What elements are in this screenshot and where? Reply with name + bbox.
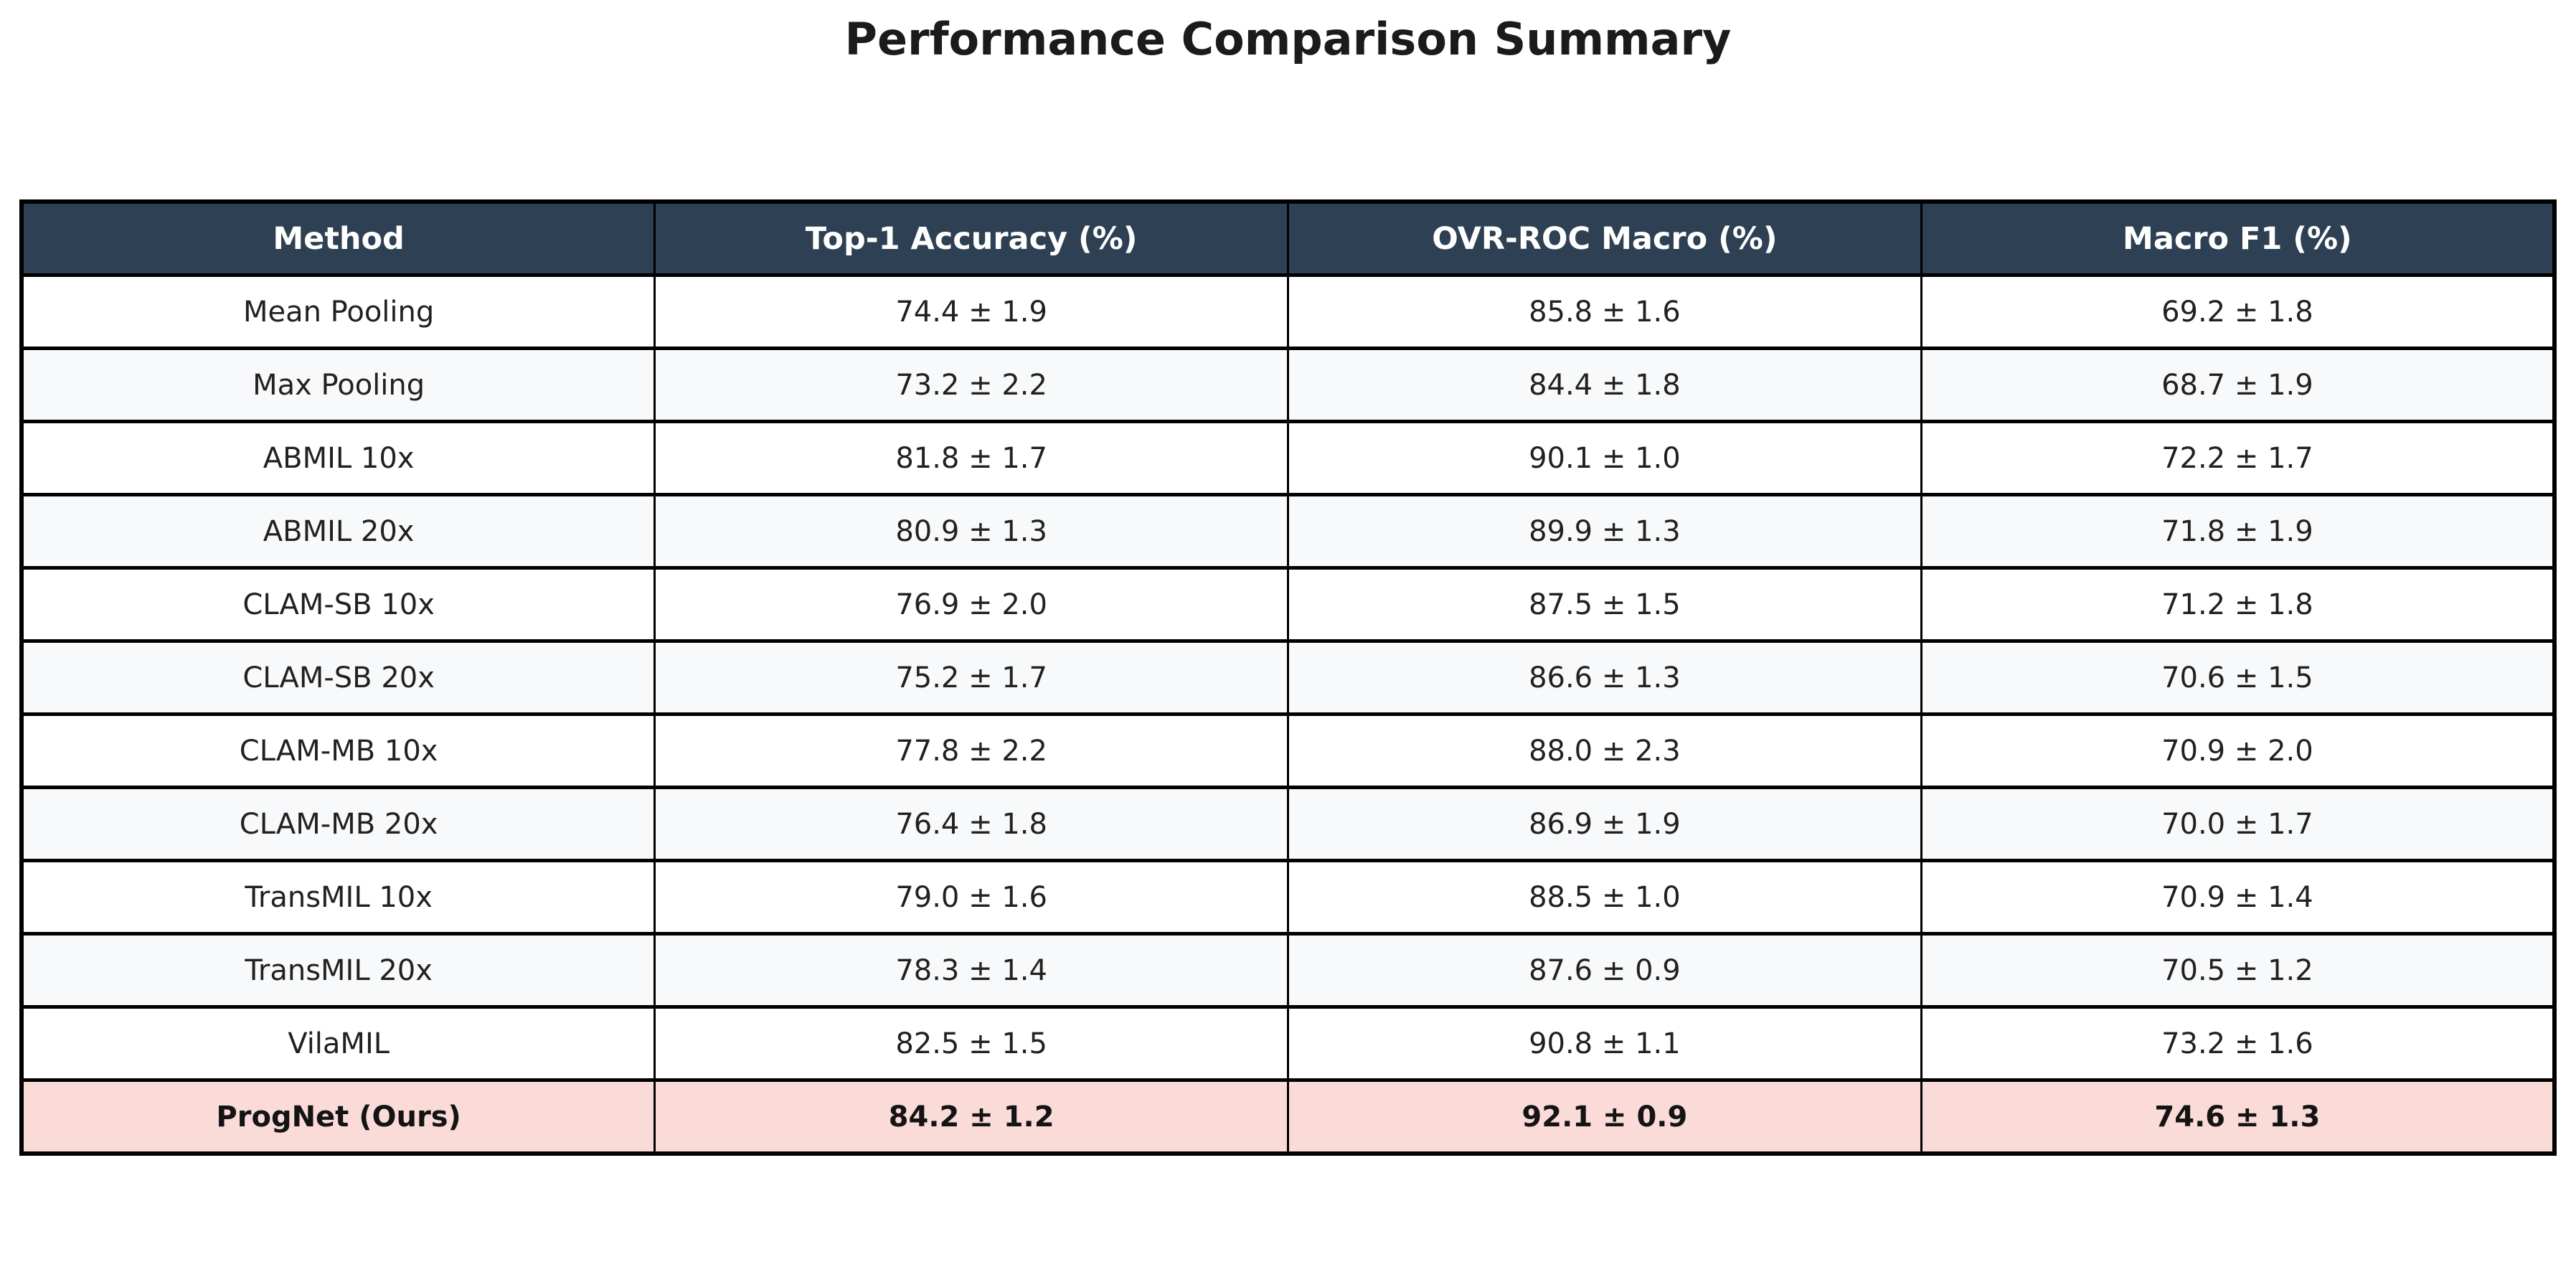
cell-ovr-roc-macro: 90.1 ± 1.0 — [1287, 420, 1922, 497]
cell-method: CLAM-MB 10x — [20, 712, 656, 790]
table-row-vilamil: VilaMIL 82.5 ± 1.5 90.8 ± 1.1 73.2 ± 1.6 — [20, 1005, 2556, 1083]
table-row-clam-mb-20x: CLAM-MB 20x 76.4 ± 1.8 86.9 ± 1.9 70.0 ±… — [20, 786, 2556, 863]
cell-macro-f1: 70.0 ± 1.7 — [1920, 786, 2556, 863]
cell-macro-f1: 68.7 ± 1.9 — [1920, 347, 2556, 424]
cell-macro-f1: 74.6 ± 1.3 — [1920, 1078, 2556, 1156]
cell-ovr-roc-macro: 85.8 ± 1.6 — [1287, 273, 1922, 351]
table-row-max-pooling: Max Pooling 73.2 ± 2.2 84.4 ± 1.8 68.7 ±… — [20, 347, 2556, 424]
cell-top1-accuracy: 73.2 ± 2.2 — [654, 347, 1289, 424]
cell-ovr-roc-macro: 86.9 ± 1.9 — [1287, 786, 1922, 863]
cell-method: VilaMIL — [20, 1005, 656, 1083]
cell-macro-f1: 72.2 ± 1.7 — [1920, 420, 2556, 497]
header-row: Method Top-1 Accuracy (%) OVR-ROC Macro … — [20, 199, 2556, 278]
cell-ovr-roc-macro: 84.4 ± 1.8 — [1287, 347, 1922, 424]
cell-top1-accuracy: 84.2 ± 1.2 — [654, 1078, 1289, 1156]
table-row-abmil-10x: ABMIL 10x 81.8 ± 1.7 90.1 ± 1.0 72.2 ± 1… — [20, 420, 2556, 497]
cell-ovr-roc-macro: 88.0 ± 2.3 — [1287, 712, 1922, 790]
cell-top1-accuracy: 74.4 ± 1.9 — [654, 273, 1289, 351]
cell-method: Mean Pooling — [20, 273, 656, 351]
cell-method: CLAM-SB 20x — [20, 639, 656, 717]
cell-method: CLAM-SB 10x — [20, 566, 656, 644]
cell-method: ProgNet (Ours) — [20, 1078, 656, 1156]
cell-method: ABMIL 10x — [20, 420, 656, 497]
column-header-macro-f1: Macro F1 (%) — [1920, 199, 2556, 278]
cell-macro-f1: 73.2 ± 1.6 — [1920, 1005, 2556, 1083]
cell-method: TransMIL 20x — [20, 932, 656, 1009]
table-row-transmil-10x: TransMIL 10x 79.0 ± 1.6 88.5 ± 1.0 70.9 … — [20, 859, 2556, 936]
cell-ovr-roc-macro: 87.5 ± 1.5 — [1287, 566, 1922, 644]
table-body: Mean Pooling 74.4 ± 1.9 85.8 ± 1.6 69.2 … — [20, 273, 2556, 1156]
cell-ovr-roc-macro: 87.6 ± 0.9 — [1287, 932, 1922, 1009]
cell-ovr-roc-macro: 86.6 ± 1.3 — [1287, 639, 1922, 717]
cell-ovr-roc-macro: 88.5 ± 1.0 — [1287, 859, 1922, 936]
cell-top1-accuracy: 81.8 ± 1.7 — [654, 420, 1289, 497]
performance-table: Method Top-1 Accuracy (%) OVR-ROC Macro … — [19, 199, 2557, 1156]
cell-method: CLAM-MB 20x — [20, 786, 656, 863]
cell-macro-f1: 70.9 ± 2.0 — [1920, 712, 2556, 790]
table-row-clam-sb-20x: CLAM-SB 20x 75.2 ± 1.7 86.6 ± 1.3 70.6 ±… — [20, 639, 2556, 717]
cell-top1-accuracy: 76.9 ± 2.0 — [654, 566, 1289, 644]
cell-top1-accuracy: 77.8 ± 2.2 — [654, 712, 1289, 790]
cell-top1-accuracy: 76.4 ± 1.8 — [654, 786, 1289, 863]
table-row-clam-sb-10x: CLAM-SB 10x 76.9 ± 2.0 87.5 ± 1.5 71.2 ±… — [20, 566, 2556, 644]
cell-top1-accuracy: 75.2 ± 1.7 — [654, 639, 1289, 717]
cell-macro-f1: 71.2 ± 1.8 — [1920, 566, 2556, 644]
table-row-transmil-20x: TransMIL 20x 78.3 ± 1.4 87.6 ± 0.9 70.5 … — [20, 932, 2556, 1009]
cell-macro-f1: 69.2 ± 1.8 — [1920, 273, 2556, 351]
table-row-abmil-20x: ABMIL 20x 80.9 ± 1.3 89.9 ± 1.3 71.8 ± 1… — [20, 493, 2556, 570]
cell-method: TransMIL 10x — [20, 859, 656, 936]
cell-top1-accuracy: 79.0 ± 1.6 — [654, 859, 1289, 936]
cell-ovr-roc-macro: 89.9 ± 1.3 — [1287, 493, 1922, 570]
table-header: Method Top-1 Accuracy (%) OVR-ROC Macro … — [20, 199, 2556, 278]
column-header-method: Method — [20, 199, 656, 278]
table-row-clam-mb-10x: CLAM-MB 10x 77.8 ± 2.2 88.0 ± 2.3 70.9 ±… — [20, 712, 2556, 790]
table-row-mean-pooling: Mean Pooling 74.4 ± 1.9 85.8 ± 1.6 69.2 … — [20, 273, 2556, 351]
cell-top1-accuracy: 78.3 ± 1.4 — [654, 932, 1289, 1009]
table-row-prognet-ours-highlighted: ProgNet (Ours) 84.2 ± 1.2 92.1 ± 0.9 74.… — [20, 1078, 2556, 1156]
column-header-ovr-roc-macro: OVR-ROC Macro (%) — [1287, 199, 1922, 278]
cell-method: ABMIL 20x — [20, 493, 656, 570]
cell-ovr-roc-macro: 92.1 ± 0.9 — [1287, 1078, 1922, 1156]
cell-method: Max Pooling — [20, 347, 656, 424]
cell-macro-f1: 70.9 ± 1.4 — [1920, 859, 2556, 936]
cell-macro-f1: 70.5 ± 1.2 — [1920, 932, 2556, 1009]
page-title: Performance Comparison Summary — [844, 13, 1732, 65]
column-header-top1-accuracy: Top-1 Accuracy (%) — [654, 199, 1289, 278]
cell-macro-f1: 70.6 ± 1.5 — [1920, 639, 2556, 717]
cell-macro-f1: 71.8 ± 1.9 — [1920, 493, 2556, 570]
cell-top1-accuracy: 82.5 ± 1.5 — [654, 1005, 1289, 1083]
cell-ovr-roc-macro: 90.8 ± 1.1 — [1287, 1005, 1922, 1083]
cell-top1-accuracy: 80.9 ± 1.3 — [654, 493, 1289, 570]
